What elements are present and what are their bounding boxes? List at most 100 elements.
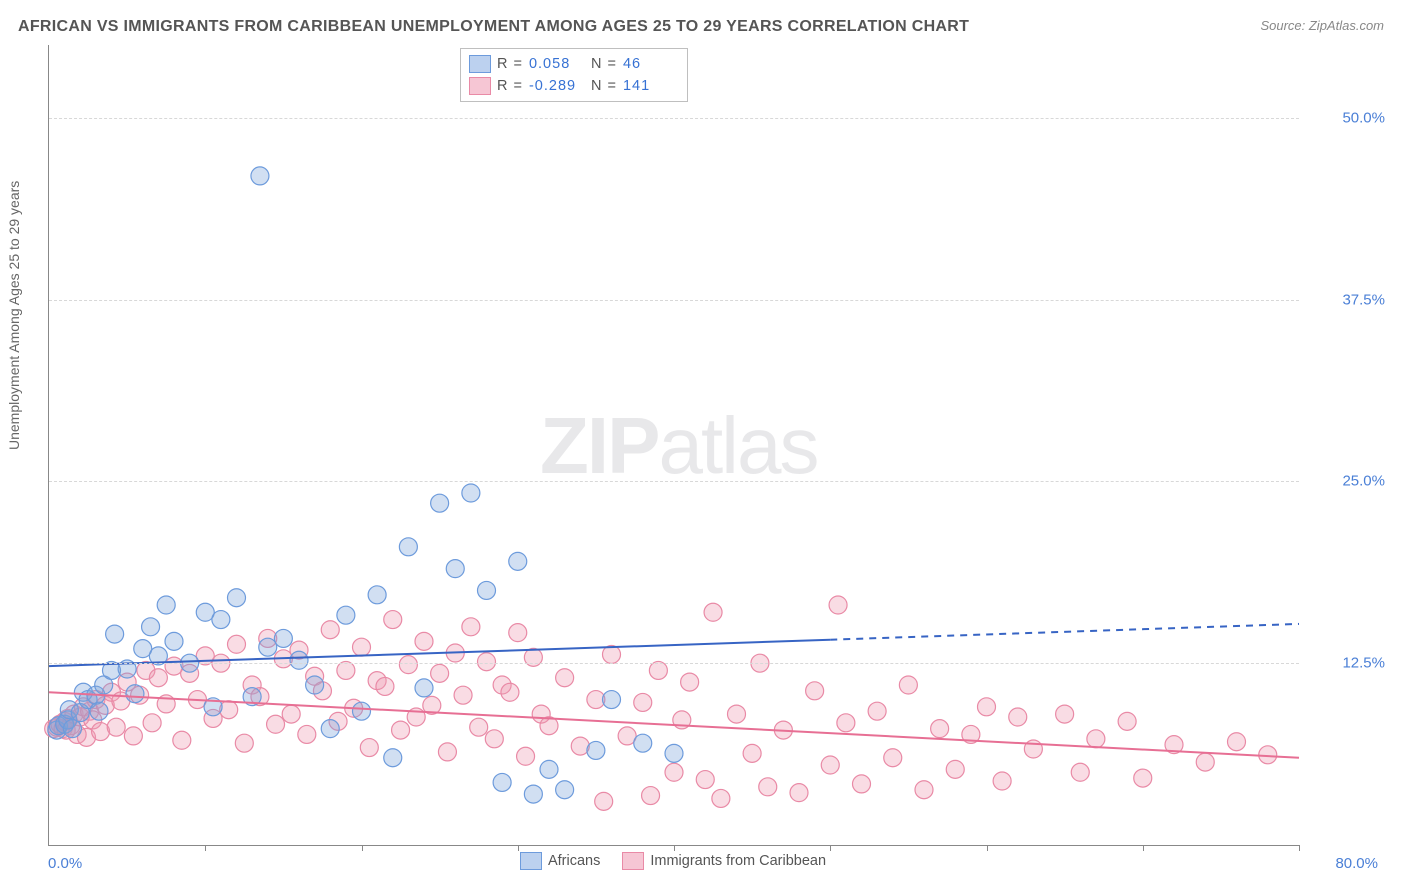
n-label: N = bbox=[591, 78, 617, 94]
scatter-point bbox=[899, 676, 917, 694]
scatter-point bbox=[126, 685, 144, 703]
scatter-point bbox=[165, 632, 183, 650]
scatter-point bbox=[462, 618, 480, 636]
scatter-point bbox=[306, 676, 324, 694]
scatter-point bbox=[267, 715, 285, 733]
n-value: 46 bbox=[623, 56, 679, 72]
scatter-point bbox=[399, 538, 417, 556]
scatter-point bbox=[106, 625, 124, 643]
scatter-point bbox=[368, 586, 386, 604]
scatter-point bbox=[1196, 753, 1214, 771]
scatter-point bbox=[868, 702, 886, 720]
r-label: R = bbox=[497, 78, 523, 94]
scatter-point bbox=[228, 589, 246, 607]
n-label: N = bbox=[591, 56, 617, 72]
gridline bbox=[49, 663, 1299, 664]
scatter-point bbox=[431, 494, 449, 512]
scatter-point bbox=[173, 731, 191, 749]
scatter-point bbox=[415, 632, 433, 650]
legend-label: Africans bbox=[548, 853, 600, 869]
scatter-point bbox=[376, 677, 394, 695]
scatter-point bbox=[993, 772, 1011, 790]
chart-title: AFRICAN VS IMMIGRANTS FROM CARIBBEAN UNE… bbox=[18, 18, 969, 36]
scatter-point bbox=[1087, 730, 1105, 748]
scatter-point bbox=[143, 714, 161, 732]
scatter-point bbox=[431, 664, 449, 682]
scatter-point bbox=[665, 744, 683, 762]
scatter-point bbox=[665, 763, 683, 781]
scatter-point bbox=[556, 781, 574, 799]
scatter-point bbox=[353, 702, 371, 720]
scatter-point bbox=[1056, 705, 1074, 723]
scatter-point bbox=[384, 749, 402, 767]
scatter-point bbox=[282, 705, 300, 723]
scatter-point bbox=[220, 701, 238, 719]
scatter-point bbox=[360, 739, 378, 757]
y-tick-label: 25.0% bbox=[1342, 473, 1385, 490]
scatter-point bbox=[454, 686, 472, 704]
scatter-point bbox=[509, 552, 527, 570]
scatter-point bbox=[790, 784, 808, 802]
legend-swatch bbox=[520, 852, 542, 870]
y-axis-label: Unemployment Among Ages 25 to 29 years bbox=[6, 181, 22, 450]
x-tick bbox=[674, 845, 675, 851]
scatter-point bbox=[712, 789, 730, 807]
scatter-point bbox=[107, 718, 125, 736]
scatter-point bbox=[501, 683, 519, 701]
scatter-point bbox=[556, 669, 574, 687]
scatter-point bbox=[634, 693, 652, 711]
scatter-point bbox=[446, 560, 464, 578]
legend-swatch bbox=[622, 852, 644, 870]
scatter-point bbox=[595, 792, 613, 810]
scatter-point bbox=[462, 484, 480, 502]
gridline bbox=[49, 300, 1299, 301]
scatter-point bbox=[540, 760, 558, 778]
gridline bbox=[49, 118, 1299, 119]
stats-row: R =0.058N =46 bbox=[469, 53, 679, 75]
scatter-point bbox=[438, 743, 456, 761]
x-tick bbox=[1299, 845, 1300, 851]
legend-item: Immigrants from Caribbean bbox=[622, 852, 826, 870]
scatter-point bbox=[728, 705, 746, 723]
scatter-point bbox=[821, 756, 839, 774]
legend-swatch bbox=[469, 77, 491, 95]
scatter-point bbox=[1118, 712, 1136, 730]
scatter-point bbox=[603, 691, 621, 709]
scatter-point bbox=[915, 781, 933, 799]
scatter-point bbox=[634, 734, 652, 752]
scatter-point bbox=[587, 741, 605, 759]
x-tick bbox=[1143, 845, 1144, 851]
x-tick bbox=[362, 845, 363, 851]
scatter-point bbox=[290, 651, 308, 669]
legend-item: Africans bbox=[520, 852, 600, 870]
scatter-point bbox=[978, 698, 996, 716]
scatter-point bbox=[90, 702, 108, 720]
source-attribution: Source: ZipAtlas.com bbox=[1260, 18, 1384, 33]
scatter-point bbox=[251, 167, 269, 185]
scatter-point bbox=[1071, 763, 1089, 781]
scatter-point bbox=[149, 669, 167, 687]
scatter-point bbox=[493, 773, 511, 791]
scatter-point bbox=[1134, 769, 1152, 787]
scatter-point bbox=[212, 611, 230, 629]
bottom-legend: Africans Immigrants from Caribbean bbox=[48, 852, 1298, 870]
scatter-point bbox=[399, 656, 417, 674]
scatter-point bbox=[478, 653, 496, 671]
scatter-point bbox=[259, 638, 277, 656]
y-tick-label: 37.5% bbox=[1342, 291, 1385, 308]
scatter-point bbox=[321, 720, 339, 738]
scatter-point bbox=[63, 720, 81, 738]
scatter-svg bbox=[49, 45, 1299, 845]
scatter-point bbox=[353, 638, 371, 656]
x-tick bbox=[987, 845, 988, 851]
scatter-point bbox=[337, 606, 355, 624]
scatter-point bbox=[517, 747, 535, 765]
y-tick-label: 12.5% bbox=[1342, 655, 1385, 672]
scatter-point bbox=[274, 629, 292, 647]
x-tick bbox=[205, 845, 206, 851]
scatter-point bbox=[759, 778, 777, 796]
scatter-point bbox=[157, 596, 175, 614]
x-axis-max-label: 80.0% bbox=[1335, 855, 1378, 872]
gridline bbox=[49, 481, 1299, 482]
scatter-point bbox=[524, 785, 542, 803]
